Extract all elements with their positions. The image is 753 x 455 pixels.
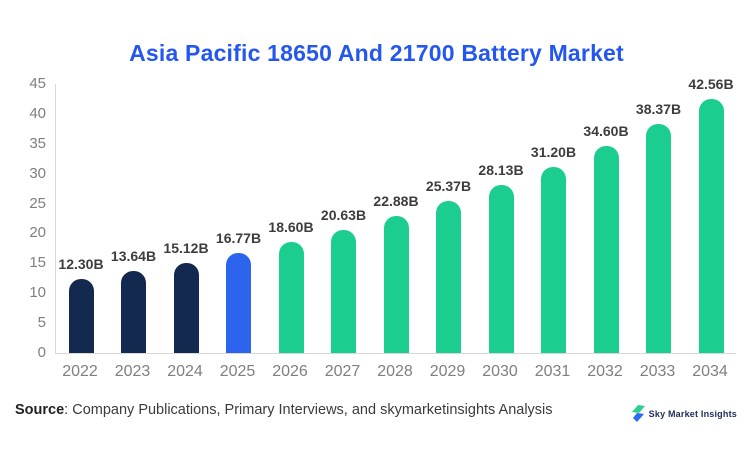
bar-2026[interactable] xyxy=(278,241,304,353)
bolt-icon xyxy=(631,405,645,422)
y-tick-label-5: 5 xyxy=(37,314,46,332)
bar-value-label-2029: 25.37B xyxy=(425,178,472,195)
x-tick-label-2029: 2029 xyxy=(429,363,466,380)
x-tick-label-2026: 2026 xyxy=(272,363,308,380)
bar-value-label-2026: 18.60B xyxy=(268,218,314,235)
x-tick-label-2027: 2027 xyxy=(324,363,361,380)
source-label: Source xyxy=(15,402,65,418)
y-tick-label-20: 20 xyxy=(29,224,46,242)
bar-2034[interactable] xyxy=(698,98,724,353)
bar-2033[interactable] xyxy=(646,123,671,353)
bar-2025[interactable] xyxy=(226,252,251,353)
source-text: : Company Publications, Primary Intervie… xyxy=(64,402,553,418)
y-tick-label-30: 30 xyxy=(29,164,46,182)
bar-2028[interactable] xyxy=(383,216,409,353)
source-note: Source: Company Publications, Primary In… xyxy=(15,402,553,418)
plot-area: 12.30B 13.64B 15.12B 16.77B 18.60B 20.63B 22.8… xyxy=(55,76,736,354)
x-tick-label-2032: 2032 xyxy=(587,363,623,380)
y-tick-label-25: 25 xyxy=(29,194,46,212)
brand-logo: Sky Market Insights xyxy=(631,405,737,422)
bar-value-label-2030: 28.13B xyxy=(478,161,524,178)
y-tick-label-0: 0 xyxy=(37,344,46,361)
bar-2032[interactable] xyxy=(593,146,619,353)
bar-value-label-2028: 22.88B xyxy=(373,193,419,210)
bar-2023[interactable] xyxy=(121,271,146,353)
bar-2024[interactable] xyxy=(173,262,199,353)
x-tick-label-2031: 2031 xyxy=(534,363,571,380)
y-tick-label-40: 40 xyxy=(29,104,46,122)
x-tick-label-2030: 2030 xyxy=(482,363,518,380)
bar-value-label-2032: 34.60B xyxy=(583,123,629,140)
bar-2030[interactable] xyxy=(488,184,514,353)
bar-value-label-2022: 12.30B xyxy=(58,256,104,273)
x-tick-label-2028: 2028 xyxy=(377,363,413,380)
y-tick-label-35: 35 xyxy=(29,134,46,152)
y-tick-label-10: 10 xyxy=(29,284,46,302)
bar-value-label-2027: 20.63B xyxy=(320,206,367,223)
bar-value-label-2025: 16.77B xyxy=(215,229,262,246)
x-tick-label-2025: 2025 xyxy=(219,363,256,380)
x-tick-label-2033: 2033 xyxy=(639,363,676,380)
bar-2031[interactable] xyxy=(541,166,566,353)
bar-2029[interactable] xyxy=(436,201,461,353)
x-tick-label-2022: 2022 xyxy=(62,363,98,380)
x-tick-label-2023: 2023 xyxy=(114,363,151,380)
bar-value-label-2023: 13.64B xyxy=(110,248,157,265)
bar-value-label-2033: 38.37B xyxy=(635,100,682,117)
brand-name: Sky Market Insights xyxy=(648,408,737,419)
bar-value-label-2024: 15.12B xyxy=(163,239,209,256)
y-tick-label-15: 15 xyxy=(29,254,46,272)
y-tick-label-45: 45 xyxy=(29,75,46,92)
bar-value-label-2031: 31.20B xyxy=(530,143,577,160)
bar-2022[interactable] xyxy=(68,279,94,353)
x-tick-label-2024: 2024 xyxy=(167,363,203,380)
bar-value-label-2034: 42.56B xyxy=(688,75,734,92)
bar-2027[interactable] xyxy=(331,229,356,353)
chart-title: Asia Pacific 18650 And 21700 Battery Mar… xyxy=(129,40,624,66)
x-tick-label-2034: 2034 xyxy=(692,363,728,380)
